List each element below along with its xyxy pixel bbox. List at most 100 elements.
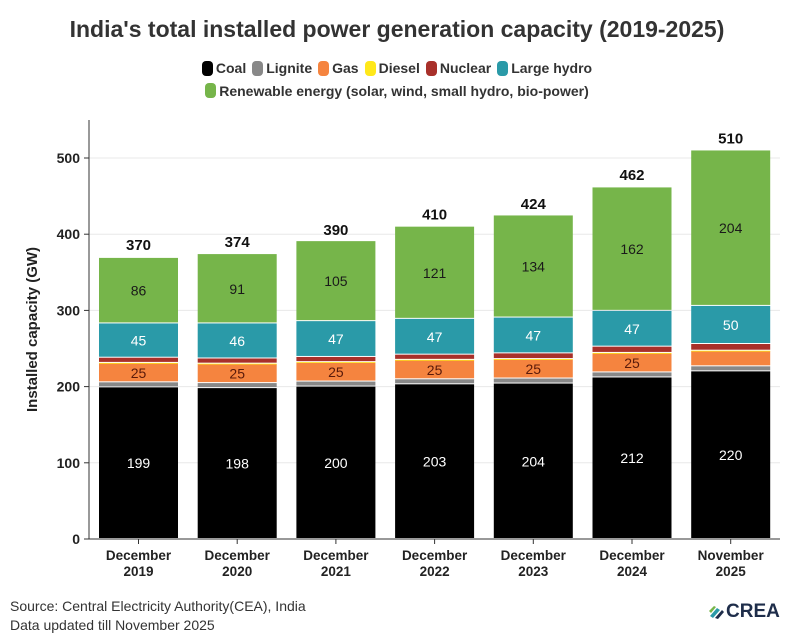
bar-segment-nuclear: [197, 358, 277, 363]
bar-segment-lignite: [296, 381, 376, 386]
bar-segment-renewable: [592, 187, 672, 310]
x-tick-label: 2021: [321, 564, 352, 579]
crea-logo-icon: [709, 606, 724, 619]
legend-swatch: [205, 83, 217, 98]
total-label: 390: [323, 222, 348, 239]
x-tick-label: 2024: [617, 564, 648, 579]
data-label: 47: [624, 321, 640, 337]
bar-segment-nuclear: [691, 344, 771, 350]
data-label: 50: [723, 317, 739, 333]
bar-segment-diesel: [395, 359, 475, 361]
legend-swatch: [318, 60, 330, 76]
bar-segment-lignite: [691, 366, 771, 371]
chart-plot: 0 100 200 300 400 500 Installed capacity (GW) 1…: [24, 120, 780, 579]
bar-segment-renewable: [296, 241, 376, 321]
legend-label: Gas: [332, 60, 359, 76]
bar-segment-gas: [197, 364, 277, 383]
chart-title: India's total installed power generation…: [69, 16, 725, 42]
bar-segment-lignite: [592, 372, 672, 377]
bar-segment-nuclear: [296, 356, 376, 362]
legend-label: Lignite: [266, 60, 313, 76]
bar-segment-renewable: [99, 257, 178, 323]
data-label: 134: [522, 259, 546, 275]
legend-label: Large hydro: [511, 60, 593, 76]
bar-segment-gas: [395, 360, 475, 379]
legend-item: Renewable energy (solar, wind, small hyd…: [205, 81, 589, 101]
total-label: 462: [619, 167, 644, 184]
legend-swatch: [497, 60, 509, 76]
data-label: 198: [226, 456, 250, 472]
bar-segment-gas: [493, 359, 573, 378]
data-label: 46: [229, 333, 245, 349]
bar-segment-coal: [691, 371, 771, 538]
bar-segment-large: [296, 321, 376, 356]
data-label: 25: [328, 364, 344, 380]
bar-segment-coal: [99, 387, 178, 538]
legend-item: Gas: [318, 58, 359, 78]
bar-segment-renewable: [395, 226, 475, 318]
bar-segment-gas: [592, 353, 672, 372]
total-label: 370: [126, 237, 151, 254]
data-label: 25: [131, 365, 147, 381]
data-label: 162: [620, 241, 644, 257]
data-label: 47: [328, 331, 344, 347]
total-label: 510: [718, 130, 743, 147]
bar-segment-gas: [691, 351, 771, 366]
bar-segment-renewable: [197, 254, 277, 323]
bar-segment-nuclear: [99, 357, 178, 362]
bar-segment-diesel: [197, 363, 277, 365]
legend-label: Nuclear: [439, 60, 492, 76]
legend-swatch: [425, 60, 437, 76]
data-label: 45: [131, 333, 147, 349]
legend: Coal Lignite Gas Diesel Nuclear Large hydro Re…: [0, 58, 794, 103]
data-label: 25: [526, 361, 542, 377]
data-label: 212: [620, 450, 644, 466]
data-label: 25: [229, 366, 245, 382]
data-label: 121: [423, 265, 447, 281]
source-note: Source: Central Electricity Authority(CE…: [10, 597, 306, 635]
y-tick-label: 400: [57, 226, 81, 242]
bar-segment-large: [493, 317, 573, 353]
legend-label: Diesel: [378, 60, 420, 76]
x-tick-label: December: [106, 548, 172, 563]
y-tick-label: 100: [57, 455, 81, 471]
bar-segment-large: [99, 323, 178, 357]
bar-segment-lignite: [99, 382, 178, 387]
source-text: Source: Central Electricity Authority(CE…: [10, 598, 306, 614]
legend-item: Nuclear: [425, 58, 492, 78]
legend-item: Lignite: [252, 58, 312, 78]
y-axis-label: Installed capacity (GW): [24, 247, 41, 412]
data-label: 25: [427, 362, 443, 378]
bar-segment-renewable: [493, 215, 573, 317]
total-label: 424: [521, 196, 547, 213]
bar-segment-coal: [395, 384, 475, 538]
bar-segment-large: [691, 305, 771, 344]
crea-logo: CREA: [708, 601, 780, 623]
bar-segment-nuclear: [395, 354, 475, 359]
data-label: 47: [427, 329, 443, 345]
bar-segment-diesel: [296, 362, 376, 363]
x-tick-label: December: [599, 548, 665, 563]
total-label: 410: [422, 207, 447, 224]
bar-segment-coal: [592, 377, 672, 538]
data-label: 220: [719, 447, 743, 463]
data-label: 105: [324, 273, 348, 289]
y-tick-label: 500: [57, 150, 81, 166]
bar-segment-lignite: [197, 383, 277, 388]
data-label: 25: [624, 355, 640, 371]
legend-item: Diesel: [364, 58, 420, 78]
x-tick-label: December: [205, 548, 271, 563]
bar-segment-nuclear: [493, 353, 573, 359]
bar-segment-large: [592, 310, 672, 346]
legend-swatch: [364, 60, 376, 76]
y-tick-label: 300: [57, 302, 81, 318]
bar-segment-renewable: [691, 150, 771, 305]
y-tick-label: 0: [72, 531, 80, 547]
bar-segment-gas: [296, 362, 376, 381]
bar-segment-diesel: [99, 362, 178, 364]
legend-swatch: [201, 60, 213, 76]
bar-segment-coal: [197, 388, 277, 538]
data-label: 203: [423, 454, 447, 470]
data-label: 204: [719, 220, 743, 236]
data-label: 200: [324, 455, 348, 471]
